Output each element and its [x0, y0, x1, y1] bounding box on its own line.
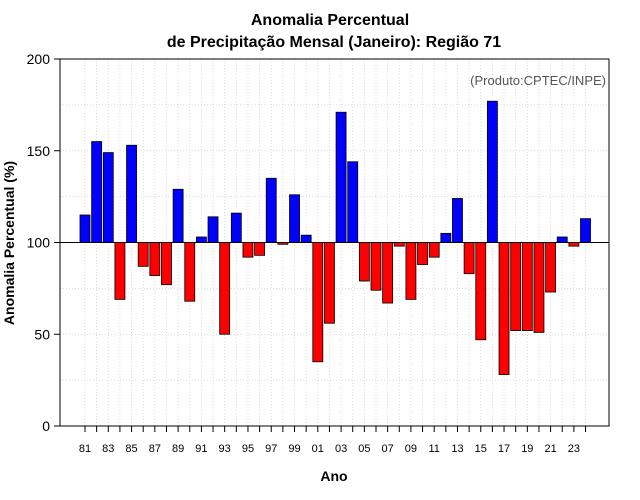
y-tick-label: 150	[27, 143, 51, 159]
bar-92	[207, 216, 219, 243]
bar-89	[172, 188, 184, 243]
x-tick-label: 89	[172, 443, 184, 455]
bar-16	[486, 100, 498, 243]
bar-12	[440, 232, 452, 243]
bar-02	[324, 242, 335, 324]
bar-00	[300, 234, 312, 243]
bar-95	[242, 242, 254, 258]
x-axis: 81 83 85 87 89 91 93 95 97 99 01 03 05 07 09 11 13 15 17 19…	[79, 426, 587, 455]
bar-15	[475, 242, 487, 341]
bar-04	[347, 161, 359, 243]
bar-93	[219, 242, 231, 335]
bar-84	[114, 242, 126, 300]
bar-10	[417, 242, 428, 265]
bar-11	[428, 242, 440, 258]
bar-88	[161, 242, 172, 286]
bar-08	[393, 242, 405, 247]
x-tick-label: 95	[242, 443, 254, 455]
bar-18	[510, 242, 522, 331]
bar-85	[126, 144, 137, 243]
x-tick-label: 81	[79, 443, 91, 455]
bar-07	[382, 242, 394, 304]
bar-81	[79, 214, 91, 243]
bar-96	[254, 242, 266, 256]
bar-17	[498, 242, 510, 376]
x-tick-label: 19	[521, 443, 533, 455]
x-tick-label: 13	[451, 443, 463, 455]
y-tick-label: 200	[27, 51, 51, 67]
bar-19	[521, 242, 533, 331]
bar-94	[230, 212, 242, 243]
bar-06	[370, 242, 382, 291]
x-tick-label: 91	[195, 443, 207, 455]
x-tick-label: 21	[544, 443, 556, 455]
y-tick-label: 50	[34, 326, 50, 342]
bar-87	[149, 242, 161, 276]
bar-97	[265, 177, 277, 243]
bar-83	[102, 152, 114, 243]
x-tick-label: 05	[358, 443, 370, 455]
bar-24	[580, 218, 591, 243]
x-tick-label: 07	[382, 443, 394, 455]
bar-86	[137, 242, 149, 267]
x-tick-label: 03	[335, 443, 347, 455]
x-tick-label: 87	[149, 443, 161, 455]
x-tick-label: 17	[498, 443, 510, 455]
bars-group	[79, 100, 591, 376]
x-tick-label: 93	[219, 443, 231, 455]
x-tick-label: 09	[405, 443, 417, 455]
x-tick-label: 85	[125, 443, 137, 455]
x-tick-label: 15	[475, 443, 487, 455]
bar-82	[91, 141, 103, 243]
x-tick-label: 99	[288, 443, 300, 455]
source-note: (Produto:CPTEC/INPE)	[470, 73, 606, 88]
bar-91	[195, 236, 207, 243]
bar-03	[335, 111, 347, 243]
bar-09	[405, 242, 417, 300]
x-tick-label: 11	[428, 443, 439, 455]
bar-14	[463, 242, 475, 275]
bar-05	[358, 242, 370, 282]
bar-01	[312, 242, 324, 363]
y-tick-label: 100	[27, 235, 51, 251]
x-axis-label: Ano	[320, 468, 347, 484]
x-tick-label: 23	[568, 443, 580, 455]
x-tick-label: 97	[265, 443, 277, 455]
y-tick-label: 0	[42, 418, 50, 434]
x-tick-label: 01	[312, 443, 324, 455]
bar-20	[533, 242, 545, 333]
bar-22	[556, 236, 568, 243]
bar-21	[545, 242, 556, 293]
y-axis-label: Anomalia Percentual (%)	[1, 161, 17, 325]
chart-subtitle: de Precipitação Mensal (Janeiro): Região…	[167, 34, 501, 51]
bar-99	[289, 194, 300, 243]
bar-90	[184, 242, 196, 302]
bar-13	[452, 198, 463, 243]
chart-title: Anomalia Percentual	[251, 12, 409, 29]
x-tick-label: 83	[102, 443, 114, 455]
y-axis: 0 50 100 150 200	[27, 51, 60, 434]
bar-23	[568, 242, 580, 247]
